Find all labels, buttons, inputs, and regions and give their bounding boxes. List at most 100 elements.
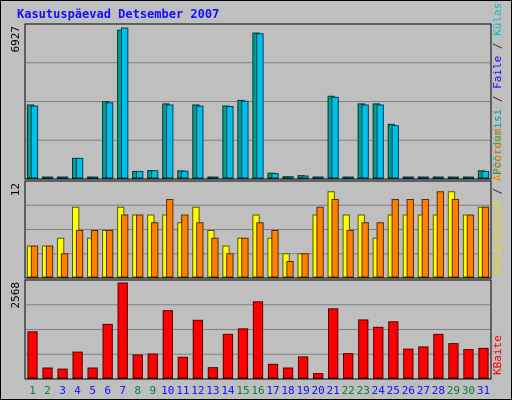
bar-bottom-1-day-12 bbox=[192, 319, 204, 379]
bar-top-2-day-21 bbox=[331, 96, 339, 179]
legend-bottom: KBaite bbox=[491, 335, 504, 375]
bar-top-2-day-2 bbox=[45, 176, 54, 179]
bar-middle-2-day-11 bbox=[181, 214, 189, 278]
bar-middle-2-day-19 bbox=[301, 253, 309, 278]
bar-middle-2-day-21 bbox=[331, 199, 339, 278]
bar-middle-2-day-13 bbox=[211, 237, 219, 278]
x-tick-label-30: 30 bbox=[462, 384, 475, 397]
bar-bottom-1-day-6 bbox=[102, 323, 113, 379]
legend-entry: / bbox=[491, 89, 504, 109]
bar-middle-2-day-15 bbox=[241, 237, 249, 278]
bar-middle-2-day-10 bbox=[166, 199, 174, 278]
bar-top-2-day-3 bbox=[60, 176, 69, 179]
panel-border bbox=[24, 279, 492, 380]
bar-top-2-day-12 bbox=[196, 105, 204, 179]
bar-bottom-1-day-27 bbox=[418, 346, 429, 379]
bar-top-2-day-9 bbox=[151, 170, 159, 179]
legend-entry: / bbox=[491, 181, 504, 201]
bar-middle-2-day-17 bbox=[271, 230, 279, 278]
bar-top-2-day-23 bbox=[361, 104, 369, 179]
bar-middle-2-day-9 bbox=[151, 222, 159, 278]
bar-middle-2-day-6 bbox=[105, 230, 114, 278]
bar-top-2-day-7 bbox=[121, 27, 129, 179]
bar-middle-2-day-2 bbox=[45, 245, 54, 278]
bar-bottom-1-day-14 bbox=[222, 333, 234, 379]
bar-top-2-day-8 bbox=[136, 170, 144, 179]
legend-entry: / bbox=[491, 36, 504, 56]
bar-middle-2-day-30 bbox=[466, 214, 475, 278]
bar-middle-2-day-20 bbox=[316, 206, 324, 278]
x-tick-label-17: 17 bbox=[266, 384, 279, 397]
bar-bottom-1-day-3 bbox=[57, 368, 68, 379]
x-tick-label-19: 19 bbox=[296, 384, 309, 397]
x-tick-label-8: 8 bbox=[134, 384, 141, 397]
bar-top-2-day-6 bbox=[105, 102, 114, 179]
bar-middle-2-day-24 bbox=[376, 222, 384, 278]
bar-bottom-1-day-22 bbox=[343, 353, 354, 379]
bar-top-2-day-28 bbox=[436, 176, 444, 179]
bar-top-2-day-25 bbox=[391, 125, 399, 179]
x-tick-label-6: 6 bbox=[104, 384, 111, 397]
x-tick-label-18: 18 bbox=[281, 384, 294, 397]
x-tick-label-1: 1 bbox=[29, 384, 36, 397]
chart-panels: 6927 12 2568 bbox=[9, 23, 492, 380]
bar-top-2-day-29 bbox=[451, 176, 460, 179]
bar-top-2-day-31 bbox=[481, 170, 490, 179]
bar-bottom-1-day-25 bbox=[388, 321, 399, 379]
y-max-label: 2568 bbox=[9, 282, 22, 309]
bar-bottom-1-day-13 bbox=[207, 367, 219, 379]
x-tick-label-31: 31 bbox=[477, 384, 490, 397]
bar-top-2-day-11 bbox=[181, 170, 189, 179]
bar-top-2-day-16 bbox=[256, 33, 264, 179]
y-max-label: 12 bbox=[9, 183, 22, 196]
bar-middle-2-day-14 bbox=[226, 253, 234, 278]
x-tick-label-25: 25 bbox=[387, 384, 400, 397]
x-tick-label-11: 11 bbox=[176, 384, 189, 397]
legend-middle: Külastajaid / Arvuteid bbox=[491, 128, 504, 274]
legend-entry: Külastajaid bbox=[491, 201, 504, 274]
bar-middle-2-day-25 bbox=[391, 199, 399, 278]
panel-top: 6927 bbox=[9, 23, 492, 180]
bar-top-2-day-1 bbox=[30, 105, 39, 179]
x-tick-label-16: 16 bbox=[251, 384, 264, 397]
bar-bottom-1-day-16 bbox=[252, 301, 264, 379]
x-tick-label-26: 26 bbox=[402, 384, 415, 397]
x-tick-label-9: 9 bbox=[149, 384, 156, 397]
bar-top-2-day-15 bbox=[241, 100, 249, 179]
bar-top-2-day-26 bbox=[406, 176, 414, 179]
x-tick-label-14: 14 bbox=[221, 384, 235, 397]
x-tick-label-2: 2 bbox=[44, 384, 51, 397]
bar-top-2-day-13 bbox=[211, 176, 219, 179]
bar-bottom-1-day-11 bbox=[177, 356, 188, 379]
chart-title: Kasutuspäevad Detsember 2007 bbox=[17, 7, 220, 21]
bar-top-2-day-19 bbox=[301, 175, 309, 179]
bar-top-2-day-18 bbox=[286, 176, 294, 179]
legend-entry: Pöördumisi bbox=[491, 109, 504, 175]
bar-top-2-day-27 bbox=[421, 176, 429, 179]
bar-top-2-day-10 bbox=[166, 104, 174, 179]
x-tick-label-10: 10 bbox=[161, 384, 174, 397]
x-tick-label-24: 24 bbox=[372, 384, 386, 397]
bar-bottom-1-day-5 bbox=[87, 367, 98, 379]
bar-bottom-1-day-9 bbox=[147, 353, 158, 379]
bar-bottom-1-day-29 bbox=[448, 343, 459, 379]
bar-middle-2-day-4 bbox=[75, 230, 84, 278]
bar-bottom-1-day-7 bbox=[117, 282, 128, 379]
bar-bottom-1-day-31 bbox=[478, 347, 489, 379]
x-tick-label-29: 29 bbox=[447, 384, 460, 397]
bar-top-2-day-30 bbox=[466, 176, 475, 179]
legends: Pöördumisi / Faile / KülastusedKülastaja… bbox=[491, 1, 504, 375]
bar-top-2-day-4 bbox=[75, 157, 84, 179]
bar-middle-2-day-8 bbox=[136, 214, 144, 278]
bar-bottom-1-day-21 bbox=[328, 308, 339, 379]
bar-middle-2-day-29 bbox=[451, 199, 460, 278]
legend-entry: Külastused bbox=[491, 1, 504, 36]
bar-middle-2-day-16 bbox=[256, 222, 264, 278]
legend-entry: KBaite bbox=[491, 335, 504, 375]
bar-bottom-1-day-18 bbox=[282, 367, 294, 379]
bar-middle-2-day-28 bbox=[436, 191, 444, 278]
legend-top: Pöördumisi / Faile / Külastused bbox=[491, 1, 504, 175]
panel-border bbox=[24, 23, 492, 180]
